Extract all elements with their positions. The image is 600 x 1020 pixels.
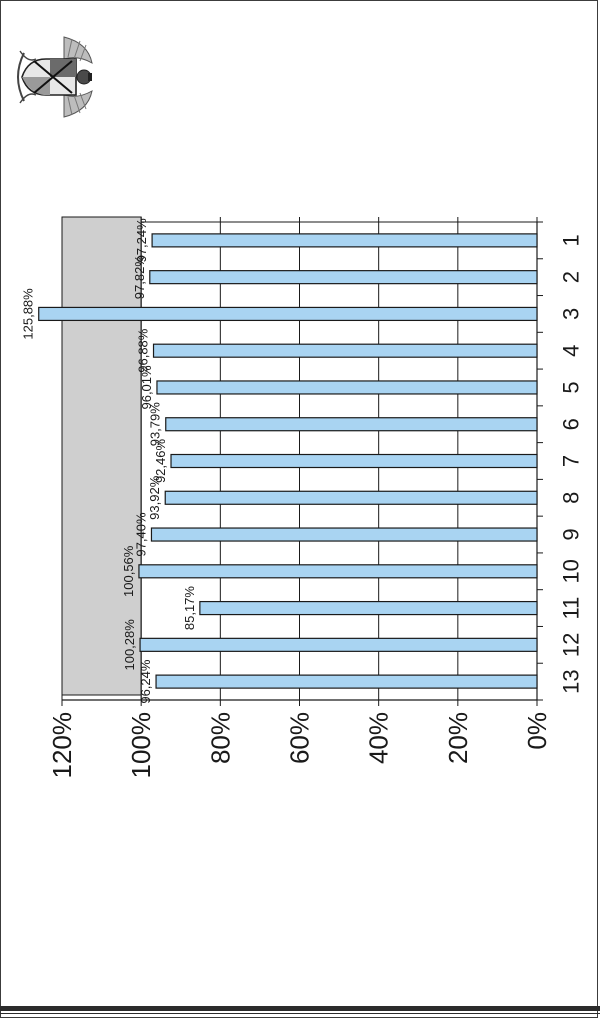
category-tick-label: 4: [559, 345, 584, 357]
bar: [139, 637, 538, 652]
category-tick-label: 3: [559, 308, 584, 320]
value-tick-label: 100%: [126, 712, 156, 779]
value-tick-label: 80%: [205, 712, 235, 764]
category-tick-label: 9: [559, 528, 584, 540]
category-tick-label: 13: [559, 669, 584, 693]
value-tick-label: 40%: [364, 712, 394, 764]
data-label: 100,28%: [122, 619, 137, 671]
data-label: 97,82%: [132, 255, 147, 300]
category-tick-label: 5: [559, 381, 584, 393]
coat-of-arms-icon: [17, 36, 93, 118]
data-label: 100,56%: [121, 545, 136, 597]
bar: [199, 600, 538, 616]
footer-rule: [0, 1006, 600, 1011]
category-tick-label: 11: [559, 597, 584, 620]
plot-back-wall-upper: [61, 216, 142, 696]
bar: [152, 343, 538, 358]
category-tick-label: 1: [559, 234, 584, 246]
category-tick-label: 8: [559, 492, 584, 504]
data-label: 93,92%: [147, 475, 162, 520]
data-label: 85,17%: [182, 586, 197, 631]
data-label: 97,40%: [133, 512, 148, 557]
value-tick-label: 20%: [443, 712, 473, 764]
value-tick-label: 60%: [285, 712, 315, 764]
bar: [164, 490, 538, 505]
data-label: 92,46%: [153, 439, 168, 484]
category-tick-label: 7: [559, 455, 584, 467]
bar: [165, 417, 538, 432]
category-tick-label: 12: [559, 633, 584, 657]
category-tick-label: 6: [559, 418, 584, 430]
bar: [149, 270, 538, 285]
bar: [155, 674, 538, 689]
footer-rule-thin: [0, 1013, 600, 1014]
category-tick-label: 10: [559, 559, 584, 583]
data-label: 96,24%: [138, 659, 153, 704]
bar: [38, 306, 538, 322]
data-label: 93,79%: [148, 402, 163, 447]
data-label: 96,01%: [139, 365, 154, 410]
bar: [150, 527, 538, 542]
data-label: 97,24%: [134, 218, 149, 263]
bar: [138, 564, 538, 579]
bar: [170, 453, 538, 469]
value-tick-label: 0%: [522, 712, 552, 750]
value-tick-label: 120%: [47, 712, 77, 779]
bar: [151, 233, 538, 248]
bar: [156, 380, 538, 395]
category-tick-label: 2: [559, 271, 584, 283]
data-label: 96,88%: [136, 328, 151, 373]
data-label: 125,88%: [21, 288, 36, 340]
